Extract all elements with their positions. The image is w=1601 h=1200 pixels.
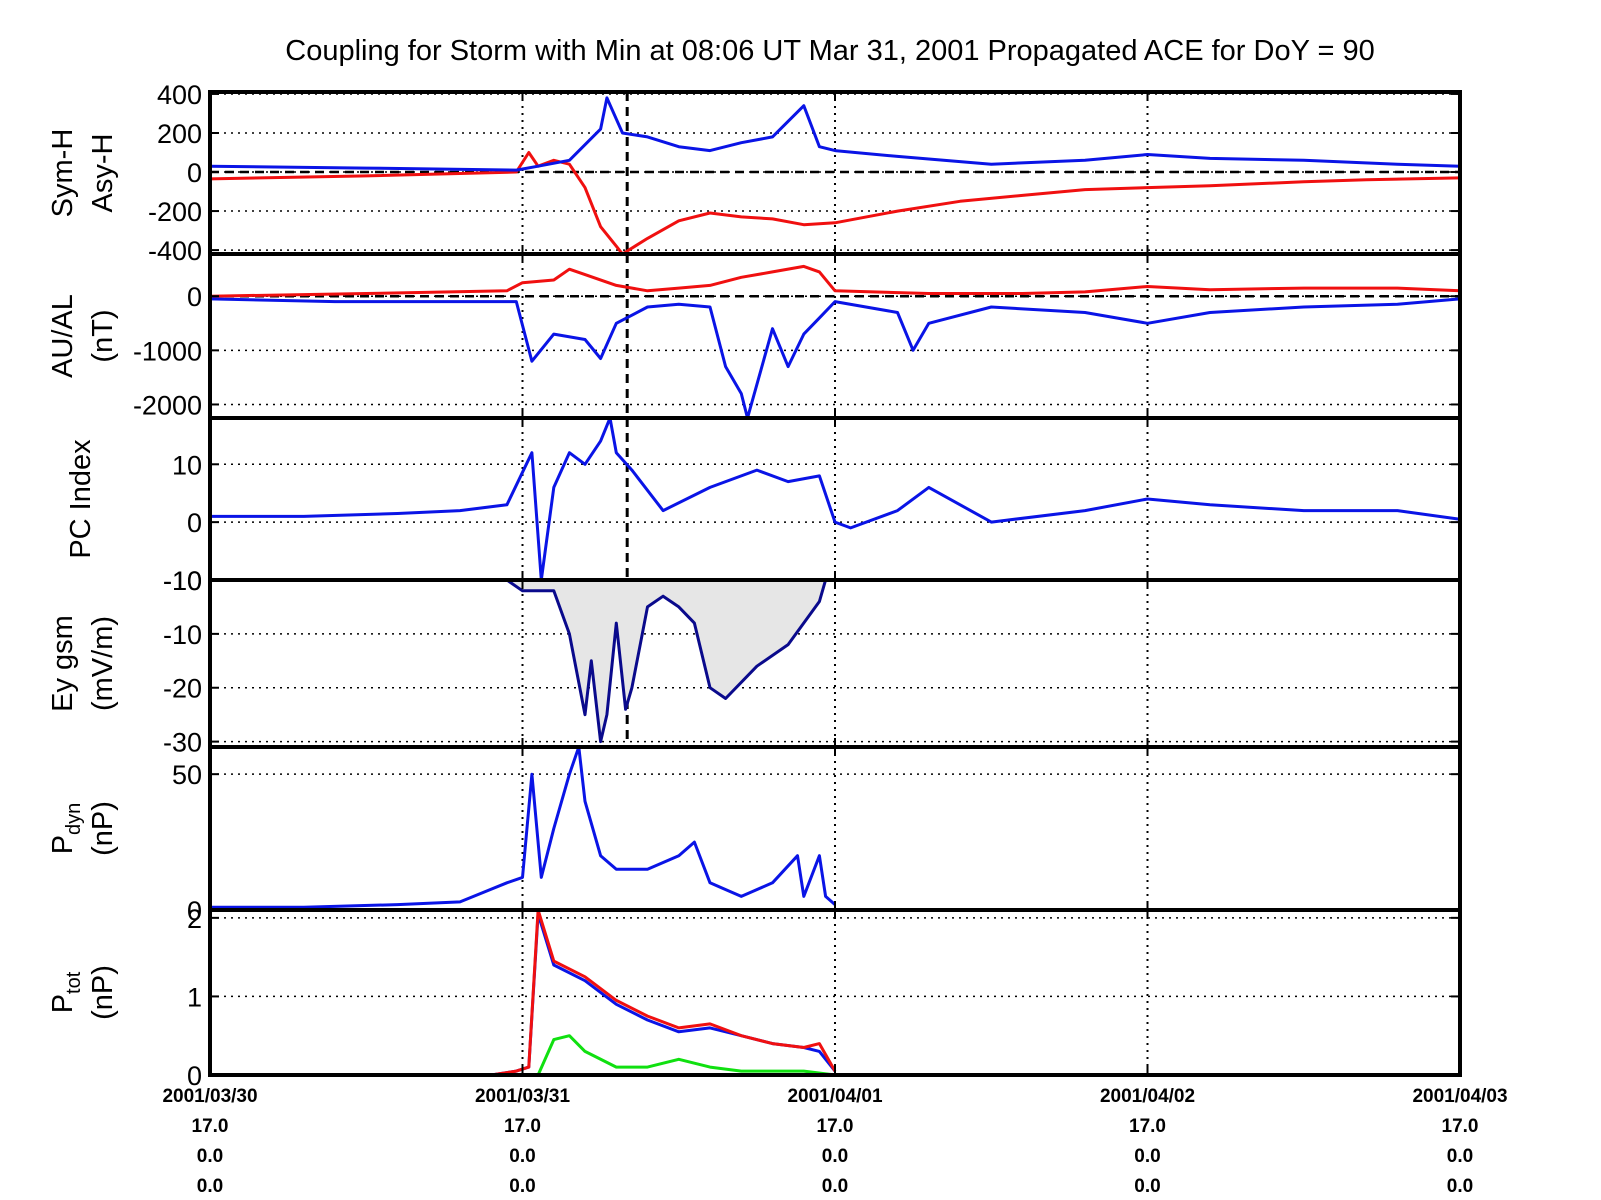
y-axis-label: (nT) (87, 309, 119, 362)
y-tick-label: -10 (163, 566, 202, 596)
x-tick-label: 2001/04/02 (1100, 1086, 1195, 1107)
y-axis-label: (nP) (87, 801, 119, 856)
panel-frame (208, 745, 1462, 912)
series-line-2 (210, 96, 1460, 172)
y-tick-label: -200 (148, 197, 202, 227)
x-tick-label: 0.0 (1134, 1146, 1160, 1167)
y-tick-label: 400 (157, 80, 202, 110)
series-line-2 (210, 297, 1460, 418)
x-tick-label: 0.0 (197, 1146, 223, 1167)
x-tick-label: 17.0 (192, 1116, 229, 1137)
y-tick-label: -400 (148, 236, 202, 266)
series-fill-1 (210, 580, 826, 742)
y-axis-label: Ptot (47, 971, 85, 1013)
y-tick-label: -1000 (133, 336, 202, 366)
series-group (210, 96, 1460, 254)
panel-5: 50 0 Pdyn (nP) (47, 745, 1462, 926)
x-tick-label: 0.0 (509, 1146, 535, 1167)
y-tick-label: 1 (187, 982, 202, 1012)
y-tick-label: 2 (187, 904, 202, 934)
y-label-subscript: tot (63, 971, 85, 994)
x-tick-label: 17.0 (1442, 1116, 1479, 1137)
y-tick-label: -2000 (133, 390, 202, 420)
y-tick-label: 10 (172, 450, 202, 480)
panel-4: -10 -10 -20 -30 Ey gsm (mV/m) (47, 566, 1462, 758)
y-tick-label: -30 (163, 728, 202, 758)
y-tick-label: 0 (187, 896, 202, 926)
chart-title: Coupling for Storm with Min at 08:06 UT … (285, 35, 1374, 67)
panel-2: 0 -1000 -2000 AU/AL (nT) (47, 252, 1462, 420)
panel-6: 2 1 0 Ptot (nP) (47, 904, 1462, 1091)
y-axis-label: Asy-H (87, 134, 119, 213)
x-tick-label: 0.0 (509, 1176, 535, 1197)
y-axis-label: Sym-H (47, 129, 79, 218)
x-tick-label: 0.0 (197, 1176, 223, 1197)
x-tick-label: 17.0 (817, 1116, 854, 1137)
panel-1: 400 200 0 -200 -400 Sym-H Asy-H (47, 80, 1462, 266)
x-tick-label: 17.0 (1129, 1116, 1166, 1137)
y-label-subscript: dyn (63, 803, 85, 835)
x-tick-label: 2001/03/30 (162, 1086, 257, 1107)
series-group (210, 747, 836, 909)
y-tick-label: 0 (187, 282, 202, 312)
y-axis-label: (mV/m) (87, 616, 119, 711)
y-tick-label: 50 (172, 760, 202, 790)
series-group (210, 264, 1460, 418)
y-tick-label: 0 (187, 158, 202, 188)
y-label-base: P (47, 994, 79, 1013)
x-tick-label: 2001/04/03 (1412, 1086, 1507, 1107)
x-tick-label: 2001/03/31 (475, 1086, 571, 1107)
y-axis-label: Pdyn (47, 803, 85, 855)
y-tick-label: -20 (163, 674, 202, 704)
series-group (210, 580, 828, 744)
x-tick-label: 0.0 (822, 1146, 848, 1167)
series-line-3 (210, 1034, 836, 1075)
x-tick-label: 0.0 (1447, 1176, 1473, 1197)
series-group (210, 418, 1460, 580)
y-tick-label: 200 (157, 119, 202, 149)
y-axis-label: AU/AL (47, 294, 79, 378)
y-label-base: P (47, 835, 79, 854)
x-tick-label: 0.0 (1134, 1176, 1160, 1197)
panel-frame (208, 416, 1462, 582)
panel-3: 10 0 -10 PC Index (65, 416, 1462, 596)
series-line-1 (210, 264, 1460, 298)
series-line-1 (210, 580, 828, 744)
y-tick-label: 0 (187, 1061, 202, 1091)
x-tick-label: 0.0 (1447, 1146, 1473, 1167)
y-tick-label: -10 (163, 620, 202, 650)
x-axis: 2001/03/30 17.0 0.0 0.0 2001/03/31 17.0 0.0 0.0… (162, 1086, 1507, 1197)
y-axis-label: Ey gsm (47, 615, 79, 712)
series-line-1 (210, 418, 1460, 580)
y-axis-label: (nP) (87, 965, 119, 1020)
y-tick-label: -10 (163, 566, 202, 596)
x-tick-label: 17.0 (504, 1116, 541, 1137)
y-axis-label: PC Index (65, 439, 97, 559)
series-line-1 (210, 747, 836, 909)
y-tick-label: 0 (187, 508, 202, 538)
x-tick-label: 0.0 (822, 1176, 848, 1197)
x-tick-label: 2001/04/01 (787, 1086, 883, 1107)
panel-frame (208, 252, 1462, 420)
